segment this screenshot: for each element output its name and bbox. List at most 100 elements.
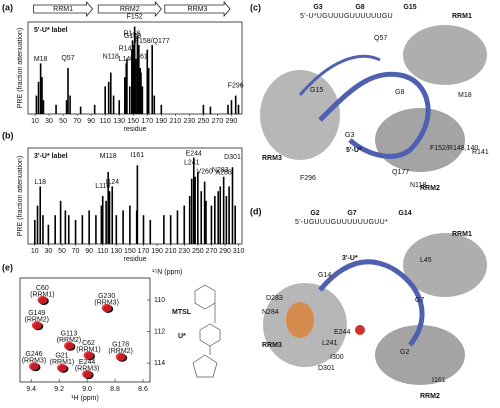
peak-label: G230: [98, 293, 115, 300]
bar: [59, 200, 62, 244]
bar: [47, 224, 50, 244]
x-tick-label: 310: [233, 248, 245, 255]
bar: [42, 215, 44, 244]
structure-label: Q57: [374, 35, 387, 42]
bar: [227, 104, 229, 114]
structure-label: G8: [395, 89, 404, 96]
bar: [132, 45, 135, 114]
x-tick-label: 210: [165, 248, 177, 255]
annotation: I161: [134, 53, 148, 60]
series-label: 3'-U* label: [34, 153, 68, 160]
bar: [126, 58, 128, 114]
sequence-mark: G15: [403, 4, 416, 11]
bar: [228, 186, 230, 244]
bar: [183, 205, 186, 244]
x-tick-label: 170: [141, 118, 153, 125]
sequence: 5'-U*UGUUUGUUUUUUGU: [300, 13, 393, 20]
x-tick-label: 30: [45, 118, 53, 125]
x-tick-label: 9.0: [82, 386, 92, 393]
peak-label: C60: [36, 285, 49, 292]
bar: [39, 186, 42, 244]
bar: [65, 100, 68, 114]
bar: [88, 210, 90, 244]
structure-c: [260, 25, 487, 172]
bar: [146, 49, 149, 114]
bar: [188, 196, 191, 244]
bar: [69, 95, 71, 114]
structure-label: F152/R148,140: [430, 145, 478, 152]
panel-label: (d): [250, 206, 262, 216]
peak-label: (RRM3): [75, 365, 100, 372]
structure-label: G3: [345, 132, 354, 139]
y-axis-label: PRE (fraction attenuation): [17, 156, 24, 237]
bar: [200, 191, 203, 244]
bar: [104, 86, 106, 114]
peak: [63, 341, 74, 350]
bar: [153, 95, 156, 114]
plot-frame: [19, 277, 151, 383]
x-axis-label: residue: [124, 126, 147, 133]
structure-label: D301: [318, 365, 335, 372]
y-tick-label: 112: [154, 328, 165, 335]
x-tick-label: 150: [124, 248, 136, 255]
bar: [151, 45, 153, 114]
bar: [108, 191, 111, 244]
peak: [115, 352, 126, 361]
x-tick-label: 290: [219, 248, 231, 255]
bar: [64, 210, 67, 244]
x-tick-label: 90: [87, 118, 95, 125]
bar: [234, 95, 237, 114]
annotation: L140: [118, 56, 134, 63]
bar: [79, 106, 82, 114]
peak-label: E244: [79, 359, 95, 366]
structure-label: RRM3: [262, 342, 282, 349]
structure-label: M18: [458, 92, 472, 99]
domain-arrow: [164, 0, 231, 18]
bar: [210, 205, 213, 244]
bar: [128, 86, 131, 114]
bar: [169, 215, 172, 244]
bar: [122, 210, 124, 244]
bar: [33, 220, 36, 244]
peak-label: (RRM1): [30, 291, 55, 298]
x-axis-label: ¹H (ppm): [71, 395, 99, 402]
peak-label: G113: [61, 331, 78, 338]
bar: [230, 100, 233, 114]
annotation: Q57: [61, 55, 74, 62]
peak-label: G21: [55, 353, 68, 360]
bar: [160, 104, 163, 114]
x-tick-label: 90: [85, 248, 93, 255]
bar: [133, 26, 136, 115]
bar: [37, 81, 40, 114]
bar: [115, 215, 118, 244]
structure-label: RRM2: [420, 393, 440, 400]
x-tick-label: 70: [72, 248, 80, 255]
annotation: G149: [124, 33, 141, 40]
x-tick-label: 170: [138, 248, 150, 255]
peak-label: G149: [28, 310, 45, 317]
bar: [147, 68, 150, 114]
bar: [41, 77, 43, 114]
x-axis-label: residue: [124, 256, 147, 263]
bar: [100, 205, 103, 244]
annotation: R141: [119, 46, 136, 53]
bar: [163, 215, 165, 244]
x-tick-label: 190: [155, 118, 167, 125]
bar: [197, 172, 199, 244]
x-tick-label: 8.8: [110, 386, 120, 393]
peak: [31, 321, 42, 330]
structure-label: G15: [310, 87, 323, 94]
panel-label: (e): [2, 262, 13, 272]
x-tick-label: 290: [226, 118, 238, 125]
peak: [101, 303, 112, 312]
x-tick-label: 8.6: [138, 386, 148, 393]
sequence-mark: G3: [313, 4, 322, 11]
bar: [107, 172, 109, 244]
structure-label: R141: [472, 149, 489, 156]
structure-label: D283: [266, 295, 283, 302]
sequence-mark: G7: [347, 210, 356, 217]
peak-label: (RRM2): [25, 317, 50, 324]
annotation: L241: [184, 160, 200, 167]
x-tick-label: 150: [127, 118, 139, 125]
bar: [54, 215, 56, 244]
